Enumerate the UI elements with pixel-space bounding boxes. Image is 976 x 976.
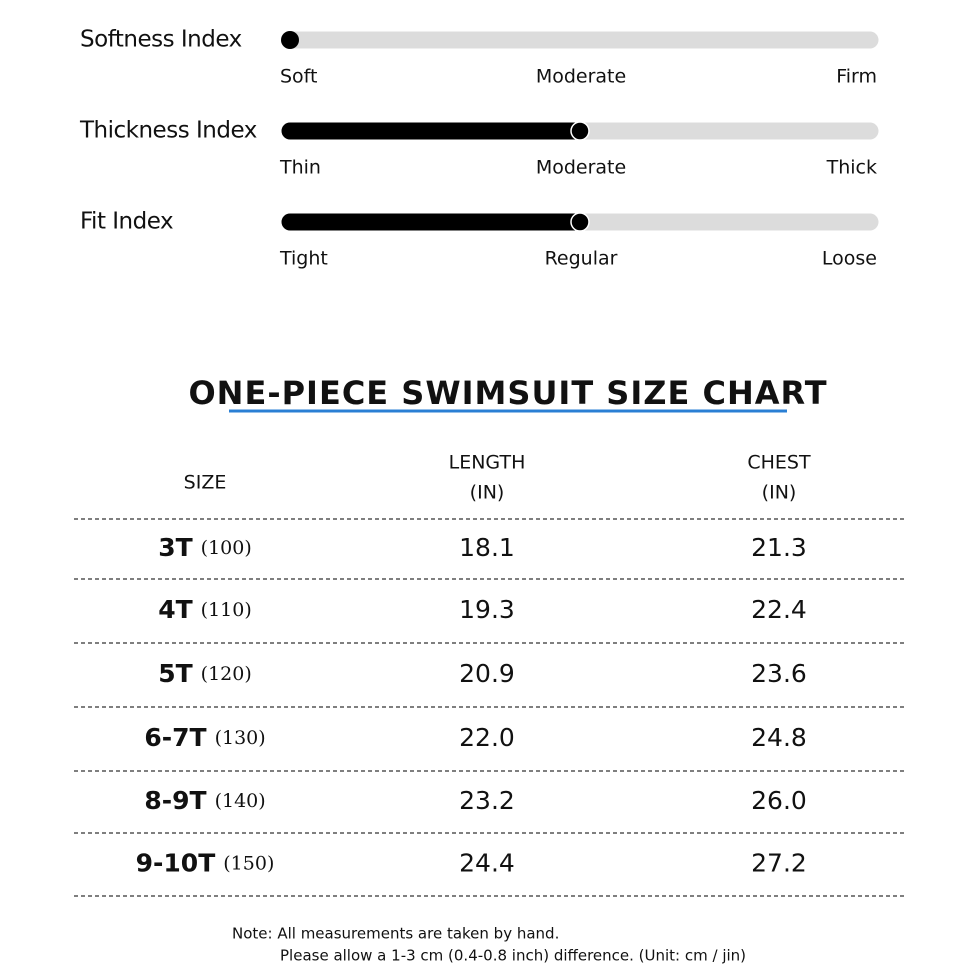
- column-unit: (IN): [470, 482, 505, 504]
- size: 8-9T: [144, 786, 206, 815]
- size-cell: 6-7T (130): [144, 723, 265, 752]
- size: 6-7T: [144, 723, 206, 752]
- length-cell: 23.2: [459, 786, 515, 815]
- index-label: Regular: [545, 248, 618, 270]
- chest-cell: 26.0: [751, 786, 807, 815]
- index-title: Fit Index: [80, 209, 173, 235]
- column-header: LENGTH: [449, 452, 526, 474]
- size-height: (110): [201, 599, 252, 621]
- note-line: Please allow a 1-3 cm (0.4-0.8 inch) dif…: [280, 947, 746, 965]
- size: 9-10T: [136, 849, 216, 878]
- length-cell: 18.1: [459, 533, 515, 562]
- index-title: Softness Index: [80, 27, 242, 53]
- index-label: Thick: [826, 157, 877, 179]
- size-cell: 9-10T (150): [136, 849, 275, 878]
- chest-cell: 21.3: [751, 533, 807, 562]
- size-height: (120): [201, 663, 252, 685]
- knob: [570, 121, 590, 141]
- size-height: (130): [215, 727, 266, 749]
- index-label: Soft: [280, 66, 318, 88]
- knob: [281, 31, 299, 49]
- column-unit: (IN): [762, 482, 797, 504]
- knob: [570, 212, 590, 232]
- size-height: (150): [223, 853, 274, 875]
- size: 3T: [158, 533, 192, 562]
- size: 4T: [158, 595, 192, 624]
- note-line: Note: All measurements are taken by hand…: [232, 925, 559, 943]
- index-label: Moderate: [536, 157, 626, 179]
- length-cell: 22.0: [459, 723, 515, 752]
- size-cell: 5T (120): [158, 659, 252, 688]
- length-cell: 20.9: [459, 659, 515, 688]
- size-cell: 8-9T (140): [144, 786, 265, 815]
- index-label: Firm: [836, 66, 877, 88]
- index-label: Thin: [279, 157, 321, 179]
- size-cell: 3T (100): [158, 533, 252, 562]
- size: 5T: [158, 659, 192, 688]
- size-height: (140): [215, 790, 266, 812]
- chest-cell: 27.2: [751, 849, 807, 878]
- index-title: Thickness Index: [79, 118, 257, 144]
- chest-cell: 24.8: [751, 723, 807, 752]
- chest-cell: 22.4: [751, 595, 807, 624]
- index-label: Moderate: [536, 66, 626, 88]
- length-cell: 19.3: [459, 595, 515, 624]
- index-label: Loose: [822, 248, 877, 270]
- index-label: Tight: [279, 248, 328, 270]
- size-cell: 4T (110): [158, 595, 252, 624]
- length-cell: 24.4: [459, 849, 515, 878]
- column-header: SIZE: [184, 472, 227, 494]
- column-header: CHEST: [747, 452, 811, 474]
- size-height: (100): [201, 537, 252, 559]
- chest-cell: 23.6: [751, 659, 807, 688]
- chart-title: ONE-PIECE SWIMSUIT SIZE CHART: [188, 374, 827, 412]
